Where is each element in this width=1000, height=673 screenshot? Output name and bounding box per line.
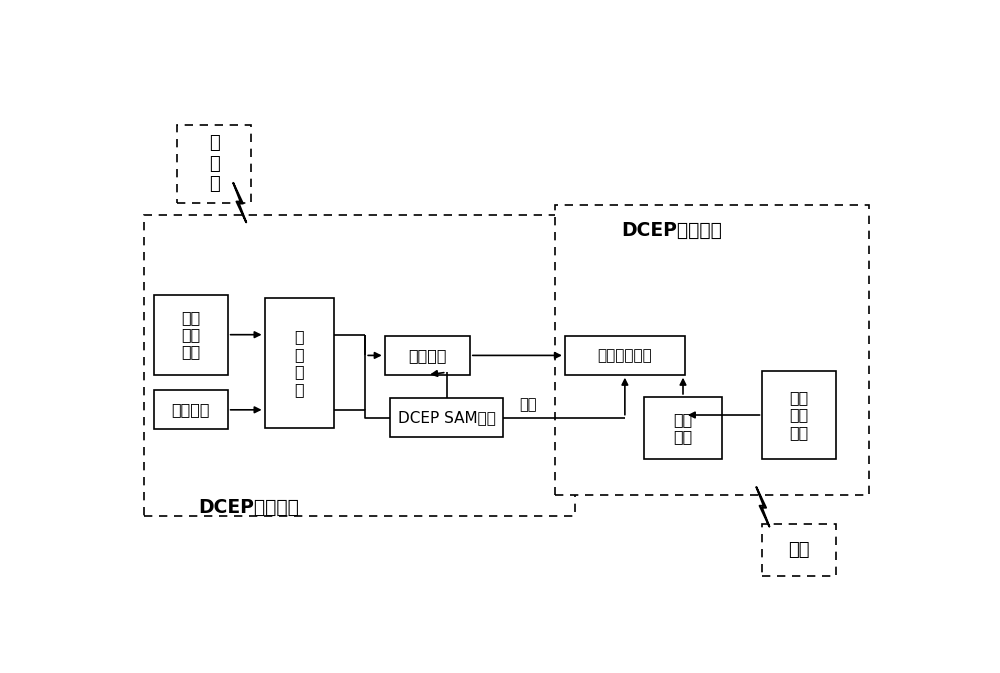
Text: 电
能
表: 电 能 表: [209, 134, 220, 193]
Bar: [144, 215, 574, 516]
Text: 第二
通讯
单元: 第二 通讯 单元: [790, 390, 809, 440]
Text: 币串接口: 币串接口: [408, 348, 446, 363]
Bar: [154, 295, 228, 375]
Bar: [264, 298, 334, 428]
Text: 电子
钱包: 电子 钱包: [673, 412, 693, 444]
Text: DCEP SAM单元: DCEP SAM单元: [398, 410, 496, 425]
Text: 银行: 银行: [788, 540, 810, 559]
Bar: [762, 371, 836, 459]
Bar: [644, 397, 722, 459]
Text: 第一
通讯
单元: 第一 通讯 单元: [181, 310, 200, 359]
Bar: [565, 336, 685, 375]
Text: 钱包管理单元: 钱包管理单元: [598, 348, 652, 363]
Bar: [555, 205, 869, 495]
Bar: [762, 524, 836, 575]
Text: 审核: 审核: [519, 397, 537, 412]
Bar: [154, 390, 228, 429]
Bar: [177, 125, 251, 203]
Text: DCEP控制模块: DCEP控制模块: [199, 498, 300, 517]
Text: 主
控
单
元: 主 控 单 元: [295, 330, 304, 397]
Text: DCEP支付模块: DCEP支付模块: [621, 221, 722, 240]
Bar: [390, 398, 503, 437]
Text: 交互单元: 交互单元: [172, 402, 210, 417]
Bar: [385, 336, 470, 375]
